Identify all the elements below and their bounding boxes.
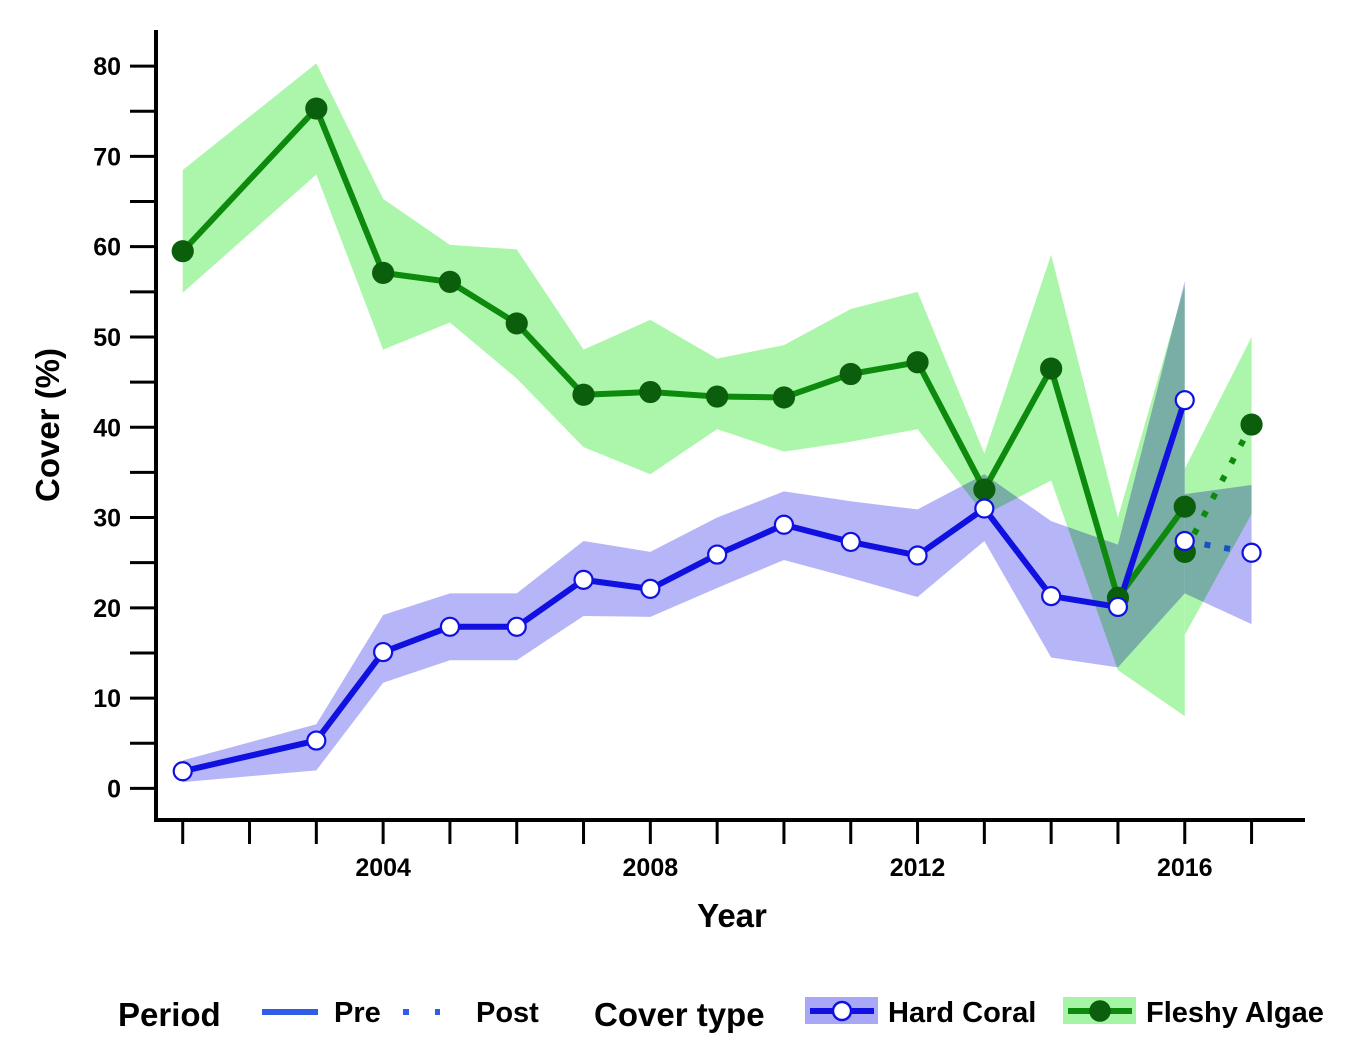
- point-hard-coral-pre-2001: [172, 761, 193, 782]
- point-fleshy-algae-pre-2014: [1040, 357, 1063, 380]
- legend-hard-coral-marker: [831, 1000, 853, 1022]
- point-hard-coral-pre-2005: [439, 616, 461, 637]
- x-tick-label-2016: 2016: [1157, 854, 1213, 882]
- point-fleshy-algae-pre-2003: [305, 97, 328, 120]
- point-fleshy-algae-pre-2005: [438, 270, 462, 293]
- y-axis-title: Cover (%): [29, 348, 66, 502]
- x-tick-label-2004: 2004: [355, 854, 411, 882]
- y-tick-label-80: 80: [93, 53, 121, 81]
- band-hard-coral-post: [1184, 485, 1252, 625]
- point-fleshy-algae-pre-2009: [706, 385, 729, 408]
- point-hard-coral-pre-2003: [306, 730, 327, 751]
- point-fleshy-algae-pre-2007: [572, 383, 595, 406]
- line-fleshy-algae-post: [1182, 423, 1255, 554]
- point-hard-coral-post-2017: [1241, 542, 1262, 563]
- legend: Period Pre Post Cover type Hard Coral Fl…: [118, 996, 1324, 1033]
- band-hard-coral-pre: [182, 280, 1185, 783]
- legend-fleshy-algae-marker: [1089, 1000, 1111, 1022]
- point-fleshy-algae-pre-2010: [772, 386, 796, 409]
- point-fleshy-algae-pre-2013: [973, 478, 996, 501]
- legend-period-title: Period: [118, 996, 221, 1033]
- x-tick-label-2008: 2008: [623, 854, 679, 882]
- point-hard-coral-pre-2016: [1174, 390, 1195, 411]
- point-fleshy-algae-pre-2006: [505, 312, 528, 335]
- y-tick-label-30: 30: [93, 505, 121, 533]
- legend-hard-coral-label: Hard Coral: [888, 997, 1036, 1029]
- confidence-bands: [182, 63, 1252, 783]
- y-tick-label-70: 70: [93, 143, 121, 171]
- point-hard-coral-pre-2013: [974, 498, 995, 519]
- y-tick-label-50: 50: [93, 324, 121, 352]
- x-tick-label-2012: 2012: [890, 854, 946, 882]
- point-hard-coral-pre-2010: [773, 514, 795, 535]
- point-hard-coral-pre-2011: [840, 531, 861, 553]
- point-fleshy-algae-pre-2012: [906, 351, 929, 374]
- series-points: [171, 97, 1263, 782]
- point-fleshy-algae-pre-2011: [839, 362, 862, 386]
- y-tick-label-60: 60: [93, 234, 121, 262]
- legend-post-label: Post: [476, 997, 539, 1029]
- y-tick-label-0: 0: [107, 775, 121, 803]
- point-hard-coral-pre-2004: [373, 641, 394, 663]
- y-tick-label-20: 20: [93, 595, 121, 623]
- point-hard-coral-pre-2008: [640, 578, 661, 599]
- legend-pre-label: Pre: [334, 997, 381, 1029]
- x-axis-title: Year: [697, 897, 767, 934]
- point-fleshy-algae-pre-2004: [372, 261, 395, 284]
- point-hard-coral-pre-2014: [1041, 585, 1062, 607]
- point-hard-coral-post-2016: [1174, 530, 1195, 552]
- point-fleshy-algae-pre-2008: [639, 380, 662, 404]
- legend-cover-type-title: Cover type: [594, 996, 765, 1033]
- legend-fleshy-algae-label: Fleshy Algae: [1146, 997, 1324, 1029]
- axes: 0 10 20 30 40 50 60 70 80 2004 2008 2012 2016: [93, 30, 1305, 882]
- point-hard-coral-pre-2012: [907, 545, 928, 566]
- y-tick-label-10: 10: [93, 685, 121, 713]
- point-hard-coral-pre-2015: [1107, 596, 1129, 618]
- point-fleshy-algae-pre-2001: [171, 240, 194, 263]
- y-tick-label-40: 40: [93, 414, 121, 442]
- point-hard-coral-pre-2009: [707, 544, 728, 565]
- point-fleshy-algae-pre-2016: [1173, 495, 1196, 518]
- point-hard-coral-pre-2006: [506, 616, 527, 637]
- band-fleshy-algae-pre: [182, 63, 1185, 717]
- point-hard-coral-pre-2007: [573, 569, 594, 590]
- point-fleshy-algae-post-2017: [1240, 413, 1263, 436]
